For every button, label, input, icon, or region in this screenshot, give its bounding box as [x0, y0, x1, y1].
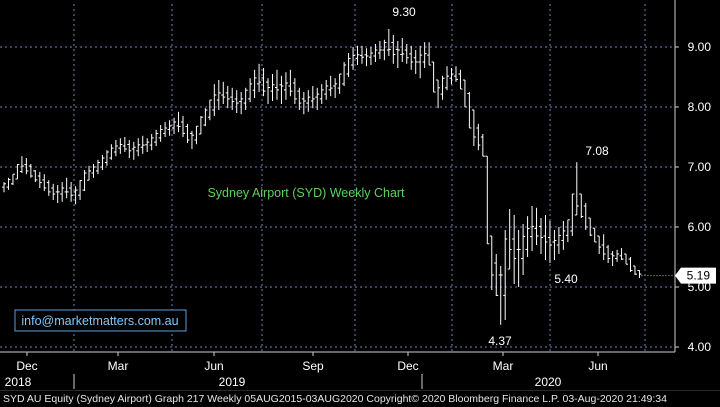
x-month-label: Jun [204, 359, 223, 373]
value-annotation: 4.37 [488, 334, 512, 348]
y-tick-label: 6.00 [688, 220, 712, 234]
chart-labels: 9.30 7.08 5.40 4.37 Sydney Airport (SYD) Wee… [14, 5, 609, 348]
x-year-label: 2019 [219, 375, 246, 389]
gridlines [0, 4, 675, 352]
chart-title: Sydney Airport (SYD) Weekly Chart [207, 186, 405, 200]
x-year-label: 2018 [5, 375, 32, 389]
x-month-label: Mar [493, 359, 514, 373]
value-annotation: 9.30 [392, 5, 416, 19]
value-annotation: 5.40 [554, 272, 578, 286]
last-price-label: 5.19 [687, 269, 711, 283]
y-tick-label: 9.00 [688, 40, 712, 54]
footer-bar: SYD AU Equity (Sydney Airport) Graph 217… [0, 390, 720, 407]
watermark-text: info@marketmatters.com.au [21, 314, 178, 328]
value-annotation: 7.08 [585, 144, 609, 158]
x-month-label: Mar [108, 359, 129, 373]
x-month-label: Jun [588, 359, 607, 373]
y-tick-label: 4.00 [688, 340, 712, 354]
x-month-label: Dec [397, 359, 418, 373]
x-year-label: 2020 [535, 375, 562, 389]
watermark-box [14, 309, 187, 332]
x-month-label: Sep [302, 359, 324, 373]
price-bars [2, 29, 675, 325]
y-tick-label: 7.00 [688, 160, 712, 174]
x-month-label: Dec [16, 359, 37, 373]
y-tick-label: 8.00 [688, 100, 712, 114]
last-price-box [675, 267, 716, 284]
